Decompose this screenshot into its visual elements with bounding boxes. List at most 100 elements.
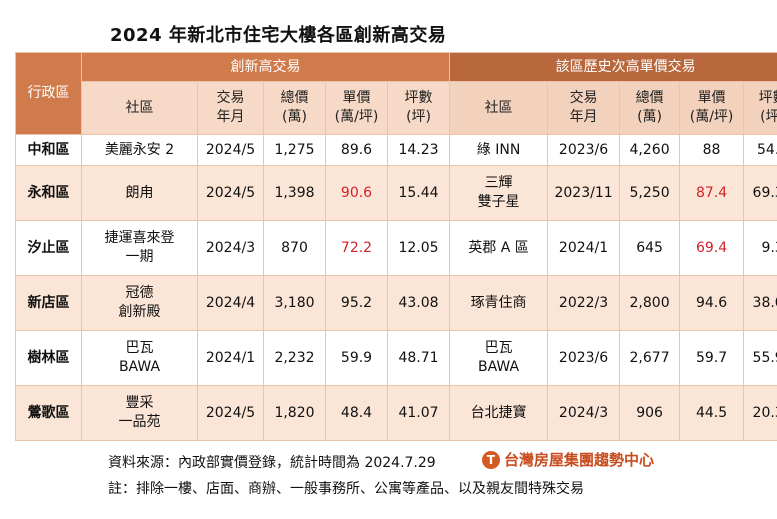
community-cell: 捷運喜來登 一期 bbox=[81, 220, 198, 276]
exclusion-note: 註：排除一樓、店面、商辦、一般事務所、公寓等產品、以及親友間特殊交易 bbox=[108, 481, 584, 497]
column-header-line2: (萬/坪) bbox=[689, 109, 734, 125]
district-cell: 永和區 bbox=[15, 165, 82, 221]
column-header-line1: 社區 bbox=[125, 99, 154, 116]
column-header-line2: 年月 bbox=[216, 109, 245, 125]
community-line: 捷運喜來登 bbox=[104, 230, 175, 246]
area-cell: 54.1 bbox=[743, 134, 777, 166]
community-line: 美麗永安 2 bbox=[104, 141, 175, 158]
area-cell: 69.33 bbox=[743, 165, 777, 221]
column-header-hist-1: 交易 年月 bbox=[547, 81, 621, 135]
source-note: 資料來源：內政部實價登錄，統計時間為 2024.7.29 bbox=[108, 455, 436, 471]
column-header-line1: 交易 bbox=[216, 90, 245, 106]
column-header-line1: 社區 bbox=[484, 99, 513, 116]
transactions-table: 行政區 創新高交易 該區歷史次高單價交易 社區 交易 年月 總價 (萬) 單價 (萬/坪) 坪… bbox=[15, 52, 777, 441]
total-price-cell: 1,398 bbox=[263, 165, 326, 221]
date-cell: 2022/3 bbox=[547, 275, 621, 331]
area-cell: 48.71 bbox=[386, 330, 451, 386]
column-header-line1: 單價 bbox=[342, 90, 371, 106]
section-history-header: 該區歷史次高單價交易 bbox=[449, 52, 777, 82]
unit-price-cell: 59.9 bbox=[325, 330, 388, 386]
area-cell: 12.05 bbox=[386, 220, 451, 276]
house-logo-icon: T bbox=[482, 450, 500, 469]
column-header-line2: (坪) bbox=[760, 109, 777, 125]
total-price-cell: 4,260 bbox=[619, 134, 681, 166]
page-title: 2024 年新北市住宅大樓各區創新高交易 bbox=[110, 25, 447, 46]
unit-price-cell: 48.4 bbox=[325, 385, 388, 441]
community-cell: 朗甪 bbox=[81, 165, 198, 221]
total-price-cell: 2,800 bbox=[619, 275, 681, 331]
unit-price-cell: 94.6 bbox=[679, 275, 745, 331]
table-body: 中和區 美麗永安 2 2024/5 1,275 89.6 14.23 綠 INN 2023/6… bbox=[15, 134, 777, 441]
community-line: 台北捷寶 bbox=[470, 404, 527, 421]
table-row: 鶯歌區 豐采 一品苑 2024/5 1,820 48.4 41.07 台北捷寶 2024/3 90… bbox=[15, 385, 777, 441]
district-cell: 汐止區 bbox=[15, 220, 82, 276]
total-price-cell: 1,820 bbox=[263, 385, 326, 441]
column-header-new-3: 單價 (萬/坪) bbox=[325, 81, 388, 135]
district-cell: 中和區 bbox=[15, 134, 82, 166]
brand-logo: T 台灣房屋集團趨勢中心 bbox=[482, 449, 654, 470]
date-cell: 2023/11 bbox=[547, 165, 621, 221]
total-price-cell: 3,180 bbox=[263, 275, 326, 331]
district-header: 行政區 bbox=[15, 52, 82, 135]
column-header-line2: 年月 bbox=[569, 109, 598, 125]
column-header-line2: (坪) bbox=[406, 109, 431, 125]
community-cell: 英郡 A 區 bbox=[449, 220, 549, 276]
community-line: 一期 bbox=[125, 249, 154, 265]
unit-price-cell: 95.2 bbox=[325, 275, 388, 331]
date-cell: 2024/1 bbox=[197, 330, 264, 386]
unit-price-cell: 44.5 bbox=[679, 385, 745, 441]
area-cell: 20.38 bbox=[743, 385, 777, 441]
section-new-high-header: 創新高交易 bbox=[80, 52, 451, 82]
unit-price-cell: 72.2 bbox=[325, 220, 388, 276]
community-cell: 綠 INN bbox=[449, 134, 549, 166]
column-header-line1: 坪數 bbox=[404, 90, 433, 106]
total-price-cell: 2,232 bbox=[263, 330, 326, 386]
column-header-line2: (萬/坪) bbox=[334, 109, 379, 125]
column-header-line2: (萬) bbox=[637, 109, 663, 125]
community-cell: 巴瓦 BAWA bbox=[449, 330, 549, 386]
community-line: 巴瓦 bbox=[484, 340, 513, 356]
date-cell: 2024/3 bbox=[547, 385, 621, 441]
column-header-line1: 總價 bbox=[635, 90, 664, 106]
column-header-new-4: 坪數 (坪) bbox=[386, 81, 451, 135]
unit-price-cell: 69.4 bbox=[679, 220, 745, 276]
area-cell: 55.96 bbox=[743, 330, 777, 386]
community-line: 雙子星 bbox=[477, 194, 520, 210]
area-cell: 15.44 bbox=[386, 165, 451, 221]
area-cell: 43.08 bbox=[386, 275, 451, 331]
header-row-columns: 社區 交易 年月 總價 (萬) 單價 (萬/坪) 坪數 (坪) 社區 交易 年月 總價 (萬) 單價 (萬/坪… bbox=[16, 81, 777, 135]
community-cell: 冠德 創新殿 bbox=[81, 275, 198, 331]
date-cell: 2024/5 bbox=[197, 385, 264, 441]
date-cell: 2024/5 bbox=[197, 165, 264, 221]
date-cell: 2024/4 bbox=[197, 275, 264, 331]
table-row: 中和區 美麗永安 2 2024/5 1,275 89.6 14.23 綠 INN 2023/6… bbox=[15, 134, 777, 166]
community-line: 綠 INN bbox=[476, 141, 521, 158]
community-line: 英郡 A 區 bbox=[468, 239, 529, 256]
area-cell: 38.02 bbox=[743, 275, 777, 331]
community-cell: 豐采 一品苑 bbox=[81, 385, 198, 441]
community-cell: 台北捷寶 bbox=[449, 385, 549, 441]
column-header-hist-3: 單價 (萬/坪) bbox=[679, 81, 745, 135]
column-header-new-2: 總價 (萬) bbox=[263, 81, 326, 135]
date-cell: 2023/6 bbox=[547, 134, 621, 166]
community-line: BAWA bbox=[478, 359, 520, 375]
community-line: 豐采 bbox=[125, 395, 154, 411]
column-header-hist-0: 社區 bbox=[449, 81, 549, 135]
table-row: 新店區 冠德 創新殿 2024/4 3,180 95.2 43.08 琢青住商 2022/3 2,… bbox=[15, 275, 777, 331]
column-header-hist-4: 坪數 (坪) bbox=[743, 81, 777, 135]
table-row: 永和區 朗甪 2024/5 1,398 90.6 15.44 三輝 雙子星 2023/11 5,2… bbox=[15, 165, 777, 221]
community-line: 創新殿 bbox=[118, 304, 161, 320]
community-line: 一品苑 bbox=[118, 414, 161, 430]
header-row-sections: 行政區 創新高交易 該區歷史次高單價交易 bbox=[15, 52, 777, 135]
total-price-cell: 1,275 bbox=[263, 134, 326, 166]
total-price-cell: 906 bbox=[619, 385, 681, 441]
total-price-cell: 5,250 bbox=[619, 165, 681, 221]
district-cell: 新店區 bbox=[15, 275, 82, 331]
district-cell: 樹林區 bbox=[15, 330, 82, 386]
community-cell: 三輝 雙子星 bbox=[449, 165, 549, 221]
column-header-new-1: 交易 年月 bbox=[197, 81, 264, 135]
column-header-hist-2: 總價 (萬) bbox=[619, 81, 681, 135]
date-cell: 2024/3 bbox=[197, 220, 264, 276]
date-cell: 2024/5 bbox=[197, 134, 264, 166]
date-cell: 2023/6 bbox=[547, 330, 621, 386]
